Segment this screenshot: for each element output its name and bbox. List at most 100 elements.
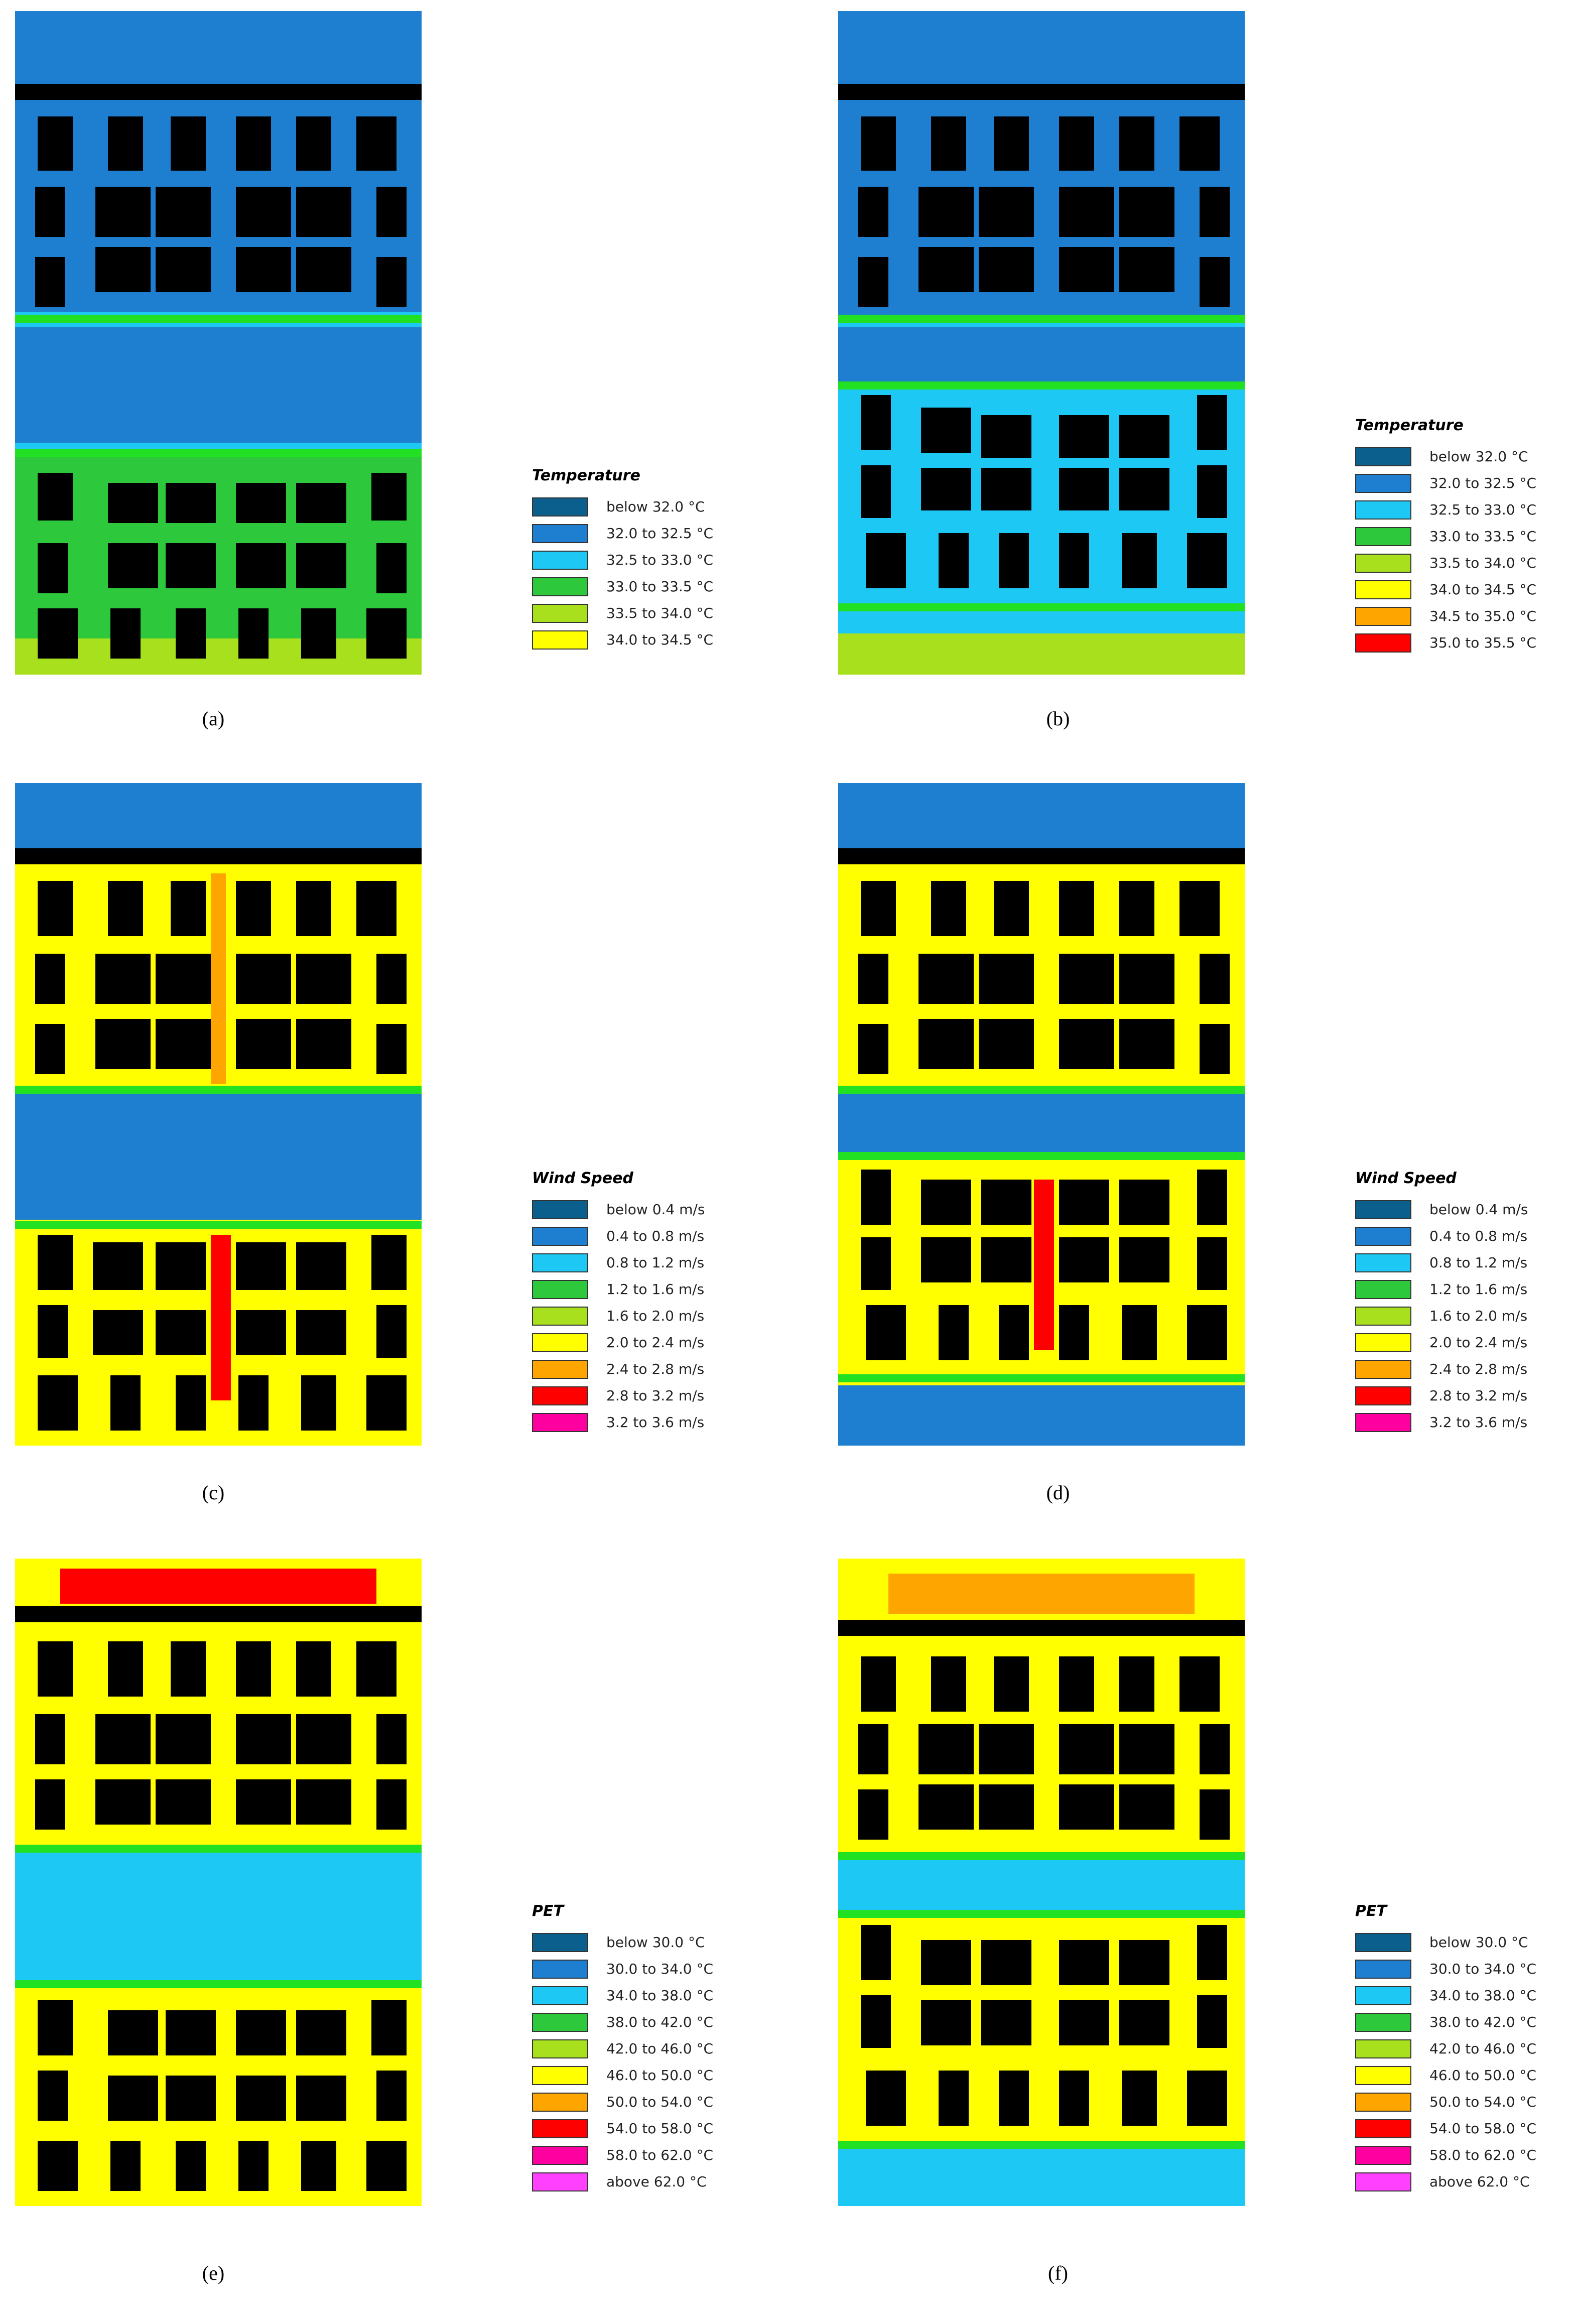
legend-item: 42.0 to 46.0 °C	[532, 2035, 763, 2062]
legend-item: 2.4 to 2.8 m/s	[1355, 1356, 1578, 1382]
legend-swatch	[532, 1253, 588, 1272]
legend-label: 42.0 to 46.0 °C	[1429, 2040, 1537, 2057]
legend-item: 58.0 to 62.0 °C	[1355, 2142, 1578, 2168]
wind-channel	[211, 1235, 231, 1400]
legend-item: 1.6 to 2.0 m/s	[532, 1303, 763, 1329]
legend-item: 3.2 to 3.6 m/s	[1355, 1409, 1578, 1436]
legend-label: 0.8 to 1.2 m/s	[606, 1254, 705, 1271]
temperature-zone-lower	[15, 453, 422, 675]
legend-item: 3.2 to 3.6 m/s	[532, 1409, 763, 1436]
legend-swatch	[532, 497, 588, 517]
legend-temperature-b: Temperature below 32.0 °C 32.0 to 32.5 °C…	[1355, 417, 1578, 656]
map-panel-f	[838, 1559, 1245, 2206]
legend-swatch	[1355, 1986, 1411, 2005]
legend-item: 0.4 to 0.8 m/s	[532, 1223, 763, 1249]
legend-swatch	[1355, 1333, 1411, 1352]
legend-label: 35.0 to 35.5 °C	[1429, 634, 1537, 651]
temperature-zone-street	[838, 327, 1245, 382]
legend-swatch	[532, 1306, 588, 1326]
pet-zone-hot	[60, 1569, 376, 1604]
legend-label: above 62.0 °C	[1429, 2173, 1530, 2190]
legend-item: 33.5 to 34.0 °C	[1355, 550, 1578, 576]
legend-swatch	[1355, 2092, 1411, 2112]
legend-label: 46.0 to 50.0 °C	[1429, 2067, 1537, 2084]
legend-swatch	[1355, 1359, 1411, 1379]
legend-swatch	[532, 1386, 588, 1405]
legend-swatch	[532, 1986, 588, 2005]
map-panel-c	[15, 783, 422, 1446]
temperature-zone-street	[15, 327, 422, 443]
panel-caption: (f)	[1048, 2262, 1068, 2284]
legend-label: below 32.0 °C	[606, 498, 705, 515]
legend-item: 58.0 to 62.0 °C	[532, 2142, 763, 2168]
legend-swatch	[532, 1279, 588, 1299]
legend-label: below 32.0 °C	[1429, 448, 1528, 465]
legend-swatch	[1355, 1226, 1411, 1246]
legend-title: Temperature	[1355, 417, 1464, 434]
legend-swatch	[532, 1226, 588, 1246]
legend-item: 50.0 to 54.0 °C	[532, 2089, 763, 2115]
legend-label: 50.0 to 54.0 °C	[1429, 2094, 1537, 2110]
legend-item: below 0.4 m/s	[532, 1196, 763, 1223]
legend-label: 3.2 to 3.6 m/s	[1429, 1414, 1528, 1431]
legend-label: 33.5 to 34.0 °C	[606, 605, 714, 621]
panel-caption: (e)	[202, 2262, 225, 2284]
building-row-top	[838, 1620, 1245, 1636]
legend-item: 0.4 to 0.8 m/s	[1355, 1223, 1578, 1249]
legend-label: 30.0 to 34.0 °C	[1429, 1961, 1537, 1977]
legend-item: 38.0 to 42.0 °C	[1355, 2009, 1578, 2035]
temperature-zone-upper	[838, 11, 1245, 322]
legend-swatch	[1355, 447, 1411, 466]
building-row-top	[15, 84, 422, 100]
pet-zone-street	[838, 1855, 1245, 1910]
legend-label: 1.6 to 2.0 m/s	[1429, 1308, 1528, 1324]
legend-label: 34.0 to 34.5 °C	[606, 631, 714, 648]
road-strip	[15, 1845, 422, 1853]
temperature-zone-bottom	[838, 633, 1245, 675]
road-strip	[15, 1086, 422, 1094]
legend-label: 54.0 to 58.0 °C	[1429, 2120, 1537, 2137]
legend-item: below 0.4 m/s	[1355, 1196, 1578, 1223]
legend-label: 2.4 to 2.8 m/s	[1429, 1361, 1528, 1377]
legend-swatch	[532, 2039, 588, 2058]
legend-swatch	[1355, 1279, 1411, 1299]
legend-swatch	[1355, 527, 1411, 546]
legend-swatch	[532, 1932, 588, 1952]
legend-item: below 30.0 °C	[1355, 1929, 1578, 1956]
legend-swatch	[532, 2119, 588, 2138]
legend-swatch	[1355, 2065, 1411, 2085]
legend-label: 2.4 to 2.8 m/s	[606, 1361, 705, 1377]
legend-item: 34.0 to 34.5 °C	[532, 626, 763, 653]
legend-swatch	[1355, 1306, 1411, 1326]
legend-item: 50.0 to 54.0 °C	[1355, 2089, 1578, 2115]
legend-swatch	[1355, 1412, 1411, 1432]
legend-swatch	[532, 603, 588, 623]
legend-swatch	[532, 1412, 588, 1432]
legend-label: below 0.4 m/s	[606, 1201, 705, 1218]
legend-item: 2.8 to 3.2 m/s	[532, 1382, 763, 1409]
road-strip	[838, 1152, 1245, 1160]
legend-swatch	[1355, 1932, 1411, 1952]
panel-caption: (c)	[202, 1481, 225, 1504]
legend-item: 33.5 to 34.0 °C	[532, 600, 763, 626]
map-panel-e	[15, 1559, 422, 2206]
legend-item: 33.0 to 33.5 °C	[532, 573, 763, 600]
legend-item: 30.0 to 34.0 °C	[1355, 1956, 1578, 1982]
legend-swatch	[1355, 1386, 1411, 1405]
legend-label: 34.0 to 38.0 °C	[606, 1987, 714, 2004]
legend-item: 0.8 to 1.2 m/s	[532, 1249, 763, 1276]
legend-swatch	[532, 1359, 588, 1379]
legend-item: 2.8 to 3.2 m/s	[1355, 1382, 1578, 1409]
legend-label: 32.5 to 33.0 °C	[606, 552, 714, 568]
legend-label: 38.0 to 42.0 °C	[606, 2014, 714, 2030]
road-strip	[15, 315, 422, 323]
legend-wind-speed-d: Wind Speed below 0.4 m/s 0.4 to 0.8 m/s 0.…	[1355, 1170, 1578, 1436]
legend-label: 0.4 to 0.8 m/s	[1429, 1228, 1528, 1244]
legend-swatch	[1355, 473, 1411, 493]
road-strip	[838, 2141, 1245, 2149]
legend-label: 50.0 to 54.0 °C	[606, 2094, 714, 2110]
legend-swatch	[532, 1200, 588, 1219]
legend-item: 38.0 to 42.0 °C	[532, 2009, 763, 2035]
legend-swatch	[532, 1959, 588, 1979]
building-row-top	[838, 84, 1245, 100]
